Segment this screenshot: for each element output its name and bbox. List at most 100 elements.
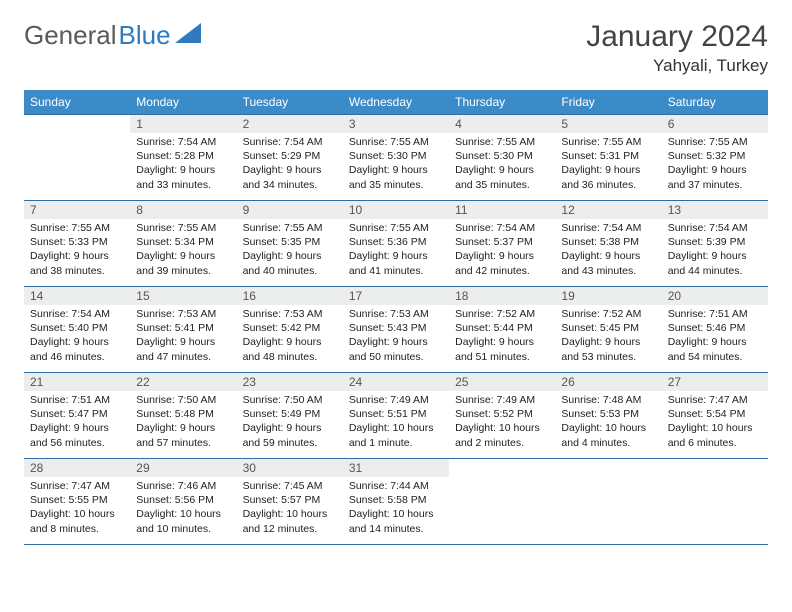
day-number: 27	[662, 373, 768, 391]
sunset-text: Sunset: 5:53 PM	[561, 407, 655, 421]
day-number: 25	[449, 373, 555, 391]
day-body: Sunrise: 7:54 AMSunset: 5:39 PMDaylight:…	[662, 219, 768, 284]
sunset-text: Sunset: 5:46 PM	[668, 321, 762, 335]
sunset-text: Sunset: 5:55 PM	[30, 493, 124, 507]
daylight-text-1: Daylight: 10 hours	[561, 421, 655, 435]
calendar-cell: 7Sunrise: 7:55 AMSunset: 5:33 PMDaylight…	[24, 201, 130, 287]
daylight-text-1: Daylight: 9 hours	[349, 163, 443, 177]
calendar-week-row: 14Sunrise: 7:54 AMSunset: 5:40 PMDayligh…	[24, 287, 768, 373]
daylight-text-2: and 40 minutes.	[243, 264, 337, 278]
sunset-text: Sunset: 5:39 PM	[668, 235, 762, 249]
day-number: 17	[343, 287, 449, 305]
daylight-text-1: Daylight: 9 hours	[136, 335, 230, 349]
day-body: Sunrise: 7:53 AMSunset: 5:41 PMDaylight:…	[130, 305, 236, 370]
day-number: 2	[237, 115, 343, 133]
sunset-text: Sunset: 5:28 PM	[136, 149, 230, 163]
daylight-text-2: and 50 minutes.	[349, 350, 443, 364]
daylight-text-1: Daylight: 9 hours	[136, 163, 230, 177]
daylight-text-2: and 38 minutes.	[30, 264, 124, 278]
sunrise-text: Sunrise: 7:54 AM	[668, 221, 762, 235]
day-body: Sunrise: 7:51 AMSunset: 5:46 PMDaylight:…	[662, 305, 768, 370]
day-body: Sunrise: 7:55 AMSunset: 5:35 PMDaylight:…	[237, 219, 343, 284]
calendar-cell	[24, 115, 130, 201]
sunset-text: Sunset: 5:49 PM	[243, 407, 337, 421]
sunrise-text: Sunrise: 7:52 AM	[455, 307, 549, 321]
daylight-text-2: and 53 minutes.	[561, 350, 655, 364]
day-body: Sunrise: 7:44 AMSunset: 5:58 PMDaylight:…	[343, 477, 449, 542]
calendar-cell: 22Sunrise: 7:50 AMSunset: 5:48 PMDayligh…	[130, 373, 236, 459]
calendar-cell: 18 Sunrise: 7:52 AMSunset: 5:44 PMDayligh…	[449, 287, 555, 373]
day-body: Sunrise: 7:46 AMSunset: 5:56 PMDaylight:…	[130, 477, 236, 542]
daylight-text-2: and 48 minutes.	[243, 350, 337, 364]
daylight-text-1: Daylight: 9 hours	[668, 249, 762, 263]
daylight-text-1: Daylight: 9 hours	[243, 163, 337, 177]
sunrise-text: Sunrise: 7:44 AM	[349, 479, 443, 493]
calendar-cell	[555, 459, 661, 545]
sunrise-text: Sunrise: 7:45 AM	[243, 479, 337, 493]
sunset-text: Sunset: 5:41 PM	[136, 321, 230, 335]
calendar-cell: 1Sunrise: 7:54 AMSunset: 5:28 PMDaylight…	[130, 115, 236, 201]
daylight-text-2: and 56 minutes.	[30, 436, 124, 450]
calendar-cell: 23Sunrise: 7:50 AMSunset: 5:49 PMDayligh…	[237, 373, 343, 459]
weekday-header: Sunday	[24, 90, 130, 115]
daylight-text-2: and 35 minutes.	[349, 178, 443, 192]
day-number: 20	[662, 287, 768, 305]
sunset-text: Sunset: 5:37 PM	[455, 235, 549, 249]
sunset-text: Sunset: 5:44 PM	[455, 321, 549, 335]
day-number: 23	[237, 373, 343, 391]
day-body: Sunrise: 7:49 AMSunset: 5:52 PMDaylight:…	[449, 391, 555, 456]
daylight-text-2: and 10 minutes.	[136, 522, 230, 536]
bottom-rule	[130, 545, 236, 546]
calendar-cell: 17Sunrise: 7:53 AMSunset: 5:43 PMDayligh…	[343, 287, 449, 373]
calendar-cell: 10Sunrise: 7:55 AMSunset: 5:36 PMDayligh…	[343, 201, 449, 287]
day-number: 14	[24, 287, 130, 305]
daylight-text-2: and 47 minutes.	[136, 350, 230, 364]
header: GeneralBlue January 2024 Yahyali, Turkey	[24, 20, 768, 76]
day-body: Sunrise: 7:55 AMSunset: 5:30 PMDaylight:…	[449, 133, 555, 198]
day-body: Sunrise: 7:47 AMSunset: 5:55 PMDaylight:…	[24, 477, 130, 542]
sunrise-text: Sunrise: 7:54 AM	[561, 221, 655, 235]
daylight-text-1: Daylight: 9 hours	[349, 249, 443, 263]
day-number: 18	[449, 287, 555, 305]
day-body: Sunrise: 7:55 AMSunset: 5:31 PMDaylight:…	[555, 133, 661, 198]
calendar-cell: 27Sunrise: 7:47 AMSunset: 5:54 PMDayligh…	[662, 373, 768, 459]
day-body: Sunrise: 7:47 AMSunset: 5:54 PMDaylight:…	[662, 391, 768, 456]
day-number: 22	[130, 373, 236, 391]
sunset-text: Sunset: 5:48 PM	[136, 407, 230, 421]
daylight-text-2: and 2 minutes.	[455, 436, 549, 450]
sunrise-text: Sunrise: 7:54 AM	[136, 135, 230, 149]
daylight-text-1: Daylight: 9 hours	[455, 335, 549, 349]
calendar-cell: 9Sunrise: 7:55 AMSunset: 5:35 PMDaylight…	[237, 201, 343, 287]
sunset-text: Sunset: 5:32 PM	[668, 149, 762, 163]
day-body: Sunrise: 7:55 AMSunset: 5:36 PMDaylight:…	[343, 219, 449, 284]
day-body: Sunrise: 7:49 AMSunset: 5:51 PMDaylight:…	[343, 391, 449, 456]
daylight-text-2: and 6 minutes.	[668, 436, 762, 450]
daylight-text-2: and 1 minute.	[349, 436, 443, 450]
calendar-cell: 8Sunrise: 7:55 AMSunset: 5:34 PMDaylight…	[130, 201, 236, 287]
sunrise-text: Sunrise: 7:55 AM	[349, 135, 443, 149]
daylight-text-2: and 54 minutes.	[668, 350, 762, 364]
calendar-cell: 5Sunrise: 7:55 AMSunset: 5:31 PMDaylight…	[555, 115, 661, 201]
day-number: 9	[237, 201, 343, 219]
sunrise-text: Sunrise: 7:54 AM	[30, 307, 124, 321]
day-number: 11	[449, 201, 555, 219]
day-number: 26	[555, 373, 661, 391]
daylight-text-2: and 43 minutes.	[561, 264, 655, 278]
sunrise-text: Sunrise: 7:50 AM	[243, 393, 337, 407]
calendar-cell	[449, 459, 555, 545]
day-number: 5	[555, 115, 661, 133]
daylight-text-1: Daylight: 9 hours	[455, 163, 549, 177]
calendar-cell: 21Sunrise: 7:51 AMSunset: 5:47 PMDayligh…	[24, 373, 130, 459]
calendar-cell: 6Sunrise: 7:55 AMSunset: 5:32 PMDaylight…	[662, 115, 768, 201]
calendar-cell: 12Sunrise: 7:54 AMSunset: 5:38 PMDayligh…	[555, 201, 661, 287]
day-body: Sunrise: 7:48 AMSunset: 5:53 PMDaylight:…	[555, 391, 661, 456]
sunrise-text: Sunrise: 7:55 AM	[668, 135, 762, 149]
sunrise-text: Sunrise: 7:53 AM	[136, 307, 230, 321]
calendar-cell: 31Sunrise: 7:44 AMSunset: 5:58 PMDayligh…	[343, 459, 449, 545]
daylight-text-2: and 39 minutes.	[136, 264, 230, 278]
logo-triangle-icon	[175, 23, 201, 43]
sunrise-text: Sunrise: 7:49 AM	[455, 393, 549, 407]
daylight-text-2: and 59 minutes.	[243, 436, 337, 450]
calendar-cell: 15Sunrise: 7:53 AMSunset: 5:41 PMDayligh…	[130, 287, 236, 373]
sunset-text: Sunset: 5:31 PM	[561, 149, 655, 163]
